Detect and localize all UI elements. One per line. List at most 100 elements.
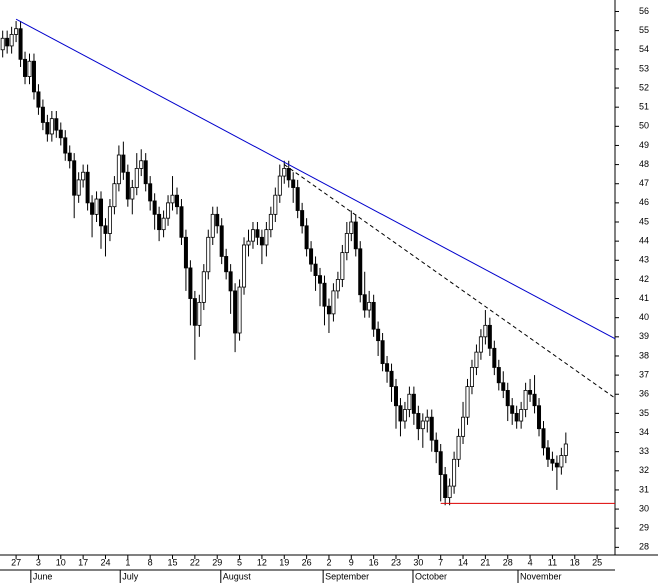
y-tick-label: 54 [639, 44, 649, 54]
y-tick-label: 53 [639, 63, 649, 73]
candle-body [259, 236, 264, 246]
candle-body [143, 160, 148, 185]
candle-body [416, 412, 421, 430]
y-tick-label: 35 [639, 408, 649, 418]
candle-body [250, 229, 255, 242]
x-tick-label: 9 [349, 557, 354, 567]
candle-body [179, 206, 184, 238]
candle-body [170, 194, 175, 204]
x-tick-label: 12 [257, 557, 267, 567]
month-label: August [223, 571, 252, 581]
candle-body [233, 290, 238, 334]
candle-body [242, 244, 247, 288]
x-tick-label: 19 [279, 557, 289, 567]
candle-body [31, 60, 36, 93]
candle-body [291, 179, 296, 188]
candle-body [237, 286, 242, 334]
candle-body [411, 393, 416, 414]
candle-body [389, 370, 394, 387]
candle-body [130, 187, 135, 200]
candle-body [14, 28, 19, 35]
candle-body [224, 256, 229, 273]
candle-body [148, 183, 153, 202]
candle-body [192, 298, 197, 326]
candle-body [58, 129, 63, 139]
candle-body [358, 248, 363, 296]
x-tick-label: 15 [168, 557, 178, 567]
candle-body [429, 416, 434, 441]
x-tick-label: 28 [503, 557, 513, 567]
candle-body [420, 420, 425, 430]
y-tick-label: 45 [639, 216, 649, 226]
candle-body [246, 240, 251, 246]
candle-body [434, 439, 439, 453]
candle-body [474, 351, 479, 368]
y-tick-label: 29 [639, 523, 649, 533]
y-tick-label: 32 [639, 465, 649, 475]
candle-body [90, 202, 95, 215]
candle-body [519, 409, 524, 422]
y-tick-label: 40 [639, 312, 649, 322]
candle-body [371, 301, 376, 330]
candle-body [362, 294, 367, 311]
x-tick-label: 1 [125, 557, 130, 567]
candle-body [277, 175, 282, 196]
candle-body [380, 340, 385, 365]
candle-body [309, 248, 314, 265]
y-tick-label: 56 [639, 6, 649, 16]
candle-body [465, 386, 470, 418]
x-tick-label: 8 [148, 557, 153, 567]
x-tick-label: 24 [100, 557, 110, 567]
y-tick-label: 49 [639, 140, 649, 150]
x-tick-label: 27 [11, 557, 21, 567]
y-tick-label: 39 [639, 331, 649, 341]
y-tick-label: 28 [639, 542, 649, 552]
candle-body [425, 416, 430, 422]
y-tick-label: 38 [639, 350, 649, 360]
candle-body [215, 213, 220, 227]
candle-body [40, 106, 45, 123]
candle-body [121, 154, 126, 173]
candle-body [54, 118, 59, 131]
candle-body [376, 328, 381, 342]
month-label: July [122, 571, 139, 581]
trend-line [283, 164, 616, 399]
candle-body [344, 233, 349, 254]
candle-body [300, 210, 305, 227]
month-label: June [33, 571, 53, 581]
candle-body [398, 405, 403, 422]
candle-body [103, 225, 108, 234]
candle-body [496, 367, 501, 384]
month-label: November [520, 571, 562, 581]
candle-body [452, 458, 457, 487]
x-tick-label: 22 [190, 557, 200, 567]
x-tick-label: 10 [56, 557, 66, 567]
candle-body [340, 252, 345, 280]
y-tick-label: 50 [639, 121, 649, 131]
candle-body [27, 60, 32, 77]
candle-body [76, 179, 81, 196]
candle-body [134, 168, 139, 188]
x-tick-label: 4 [528, 557, 533, 567]
y-tick-label: 30 [639, 503, 649, 513]
candle-body [385, 363, 390, 372]
candle-body [326, 305, 331, 315]
y-tick-label: 42 [639, 274, 649, 284]
candle-body [528, 390, 533, 395]
candle-body [478, 336, 483, 353]
y-tick-label: 41 [639, 293, 649, 303]
candle-body [166, 202, 171, 219]
candle-body [85, 171, 90, 204]
candle-body [49, 118, 54, 135]
candle-body [501, 382, 506, 391]
candle-body [456, 435, 461, 460]
candle-body [152, 200, 157, 215]
candle-body [483, 324, 488, 338]
candle-body [219, 225, 224, 257]
candle-body [461, 416, 466, 437]
candle-body [36, 91, 41, 108]
candle-body [487, 324, 492, 349]
candle-body [255, 229, 260, 238]
x-tick-label: 14 [458, 557, 468, 567]
candle-body [545, 447, 550, 460]
